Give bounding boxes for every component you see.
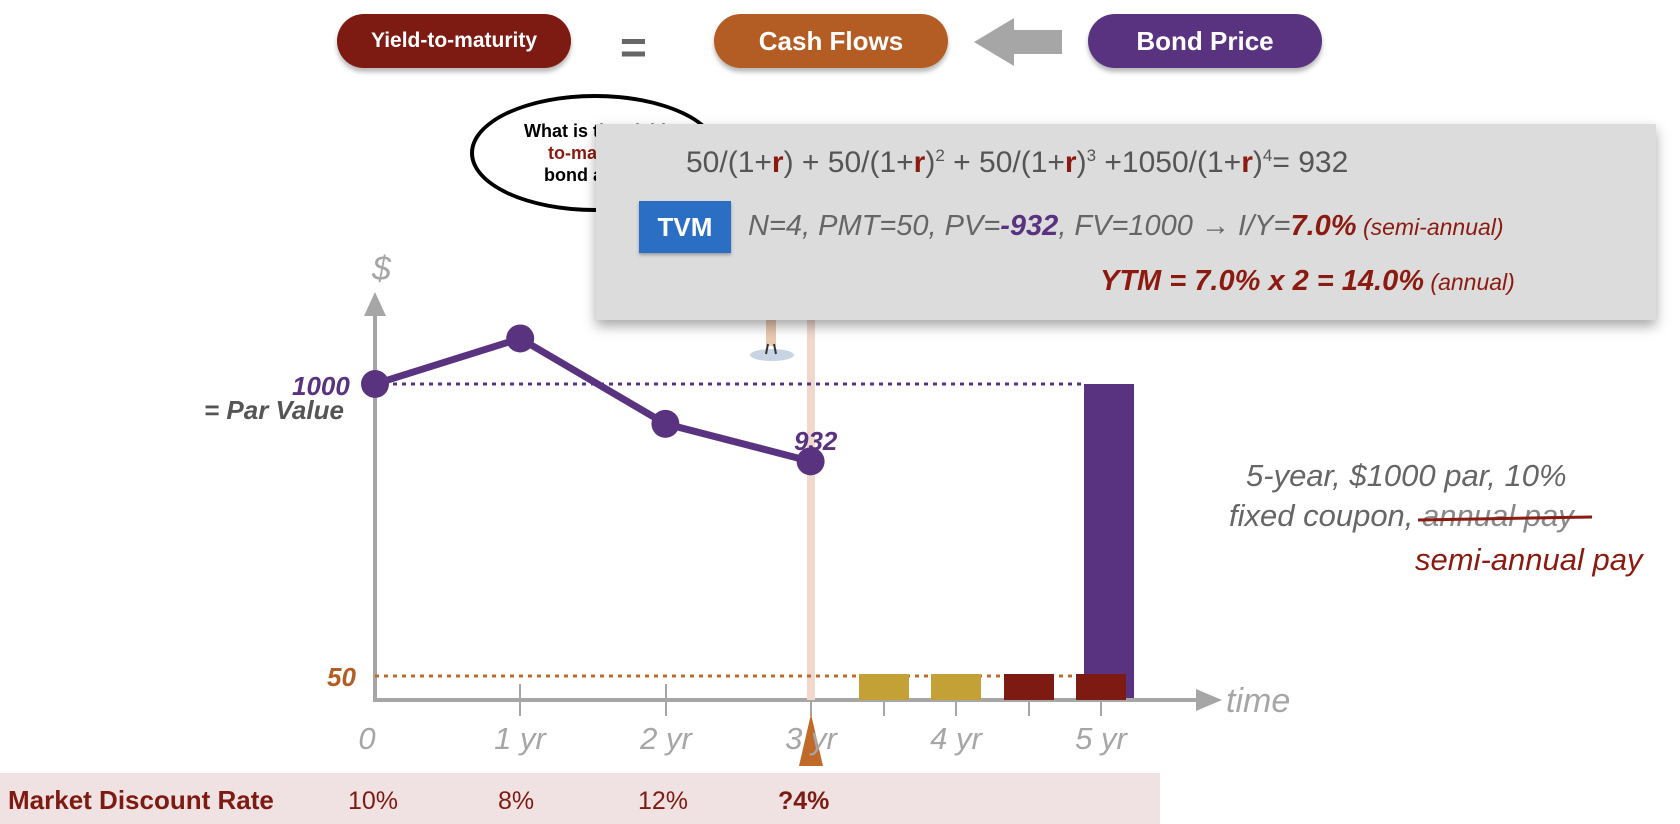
eq-rate: r xyxy=(913,146,926,179)
x-tick-label-2: 2 yr xyxy=(639,721,693,756)
formula-box: 50/(1+r) + 50/(1+r)2 + 50/(1+r)3 +1050/(… xyxy=(596,124,1656,320)
x-tick-label-5: 5 yr xyxy=(1075,721,1128,756)
bond-description-line-1: 5-year, $1000 par, 10% xyxy=(1246,458,1567,493)
par-value-label: = Par Value xyxy=(204,395,344,425)
person-figure-icon xyxy=(750,320,794,361)
x-axis-arrow-icon xyxy=(1196,689,1222,711)
bond-price-pill: Bond Price xyxy=(1088,14,1322,68)
price-label: 932 xyxy=(794,426,838,456)
coupon-bar-3-5yr xyxy=(859,674,909,700)
desc-prefix: fixed coupon, xyxy=(1229,498,1423,533)
eq-part: +1050/(1+ xyxy=(1096,146,1242,179)
price-point-year-1 xyxy=(506,324,535,353)
market-discount-title: Market Discount Rate xyxy=(8,785,274,815)
rate-year-2: 12% xyxy=(638,787,689,815)
left-arrow-icon xyxy=(974,18,1062,66)
tvm-mid: , FV=1000 → I/Y= xyxy=(1058,210,1291,242)
price-point-year-0 xyxy=(361,370,389,398)
yield-to-maturity-pill: Yield-to-maturity xyxy=(337,14,571,68)
coupon-bar-4-5yr xyxy=(1004,674,1054,700)
eq-part: ) xyxy=(1252,146,1263,179)
eq-part: ) xyxy=(925,146,936,179)
x-tick-label-3: 3 yr xyxy=(785,721,838,756)
price-point-year-2 xyxy=(651,409,680,438)
eq-part: + 50/(1+ xyxy=(944,146,1065,179)
y-axis-arrow-icon xyxy=(364,292,386,316)
price-points xyxy=(361,324,825,476)
tvm-iy: 7.0% xyxy=(1290,210,1357,242)
eq-rate: r xyxy=(1064,146,1077,179)
cash-flows-pill: Cash Flows xyxy=(714,14,948,68)
x-tick-label-4: 4 yr xyxy=(930,721,983,756)
x-tick-label-0: 0 xyxy=(358,721,375,756)
bond-description-line-3: semi-annual pay xyxy=(1415,542,1643,577)
x-tick-label-1: 1 yr xyxy=(494,721,547,756)
rate-year-1: 8% xyxy=(498,787,535,815)
y-axis-symbol: $ xyxy=(371,250,392,288)
pv-equation: 50/(1+r) + 50/(1+r)2 + 50/(1+r)3 +1050/(… xyxy=(686,146,1348,180)
desc-struck-text: annual pay xyxy=(1422,498,1574,533)
x-axis-label: time xyxy=(1226,682,1290,720)
eq-part: ) + 50/(1+ xyxy=(783,146,914,179)
bond-description-line-2: fixed coupon, annual pay xyxy=(1229,498,1574,534)
tvm-pv: -932 xyxy=(1000,210,1059,242)
coupon-value-label: 50 xyxy=(327,662,356,692)
price-point-year-3 xyxy=(796,447,825,476)
par-value-number: 1000 xyxy=(292,371,350,401)
tvm-badge: TVM xyxy=(639,201,731,253)
ytm-text: YTM = 7.0% x 2 = 14.0% xyxy=(1100,265,1425,297)
up-arrow-icon xyxy=(799,714,823,766)
eq-part: 50/(1+ xyxy=(686,146,772,179)
ytm-result: YTM = 7.0% x 2 = 14.0% (annual) xyxy=(1100,265,1515,298)
eq-part: = 932 xyxy=(1272,146,1349,179)
market-discount-band xyxy=(0,773,1160,824)
rate-year-0: 10% xyxy=(348,787,399,815)
principal-bar xyxy=(1084,384,1134,698)
eq-rate: r xyxy=(771,146,784,179)
eq-exponent: 2 xyxy=(935,146,945,165)
ytm-suffix: (annual) xyxy=(1424,269,1515,295)
tvm-prefix: N=4, PMT=50, PV= xyxy=(748,210,1001,242)
tvm-suffix: (semi-annual) xyxy=(1356,214,1504,240)
tvm-inputs: N=4, PMT=50, PV=-932, FV=1000 → I/Y=7.0%… xyxy=(748,210,1504,243)
eq-part: ) xyxy=(1076,146,1087,179)
coupon-bar-5yr xyxy=(1076,674,1126,700)
eq-exponent: 3 xyxy=(1086,146,1097,165)
equals-sign: = xyxy=(620,21,647,73)
coupon-bar-4yr xyxy=(931,674,981,700)
price-line xyxy=(373,334,812,465)
eq-exponent: 4 xyxy=(1262,146,1273,165)
current-time-marker xyxy=(807,300,815,700)
eq-rate: r xyxy=(1241,146,1253,179)
rate-year-3: ?4% xyxy=(778,787,830,815)
